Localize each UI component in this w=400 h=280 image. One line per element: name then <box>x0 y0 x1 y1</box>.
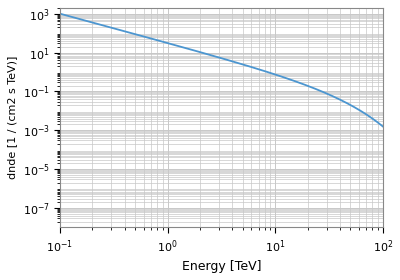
X-axis label: Energy [TeV]: Energy [TeV] <box>182 260 261 273</box>
Y-axis label: dnde [1 / (cm2 s TeV)]: dnde [1 / (cm2 s TeV)] <box>7 56 17 179</box>
